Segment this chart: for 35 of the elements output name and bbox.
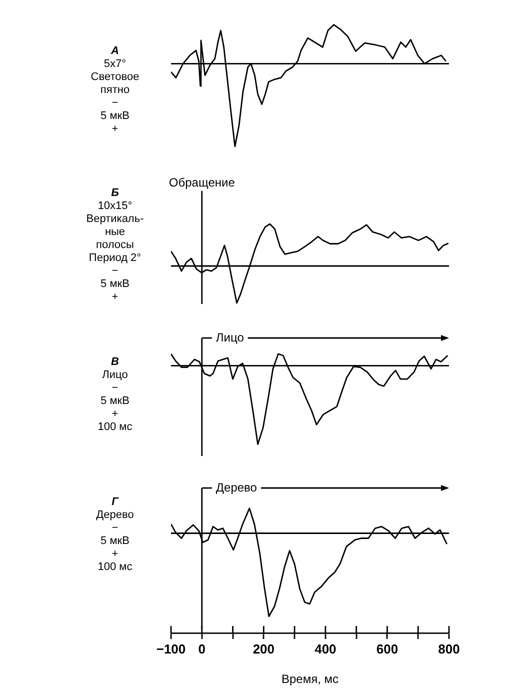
text: Б bbox=[111, 187, 119, 200]
text: 5 мкВ bbox=[100, 535, 130, 548]
ref-line-label: Обращение bbox=[168, 175, 236, 190]
text: Период 2° bbox=[88, 252, 142, 265]
text: 100 мс bbox=[98, 561, 132, 574]
text: 100 мс bbox=[98, 421, 132, 434]
x-tick-label: 0 bbox=[198, 641, 206, 656]
x-tick-label: −100 bbox=[156, 641, 186, 656]
text: − bbox=[112, 97, 118, 110]
text: Г bbox=[112, 496, 118, 509]
x-tick-label: 800 bbox=[438, 641, 460, 656]
text: 10x15° bbox=[98, 200, 132, 213]
text: − bbox=[112, 382, 118, 395]
text: Вертикаль- ные полосы bbox=[86, 213, 144, 252]
text: + bbox=[112, 123, 118, 136]
text: − bbox=[112, 265, 118, 278]
text: Дерево bbox=[96, 509, 134, 522]
ref-line-label: Лицо bbox=[216, 330, 244, 344]
x-tick-label: 400 bbox=[314, 641, 336, 656]
text: + bbox=[112, 548, 118, 561]
text: 5 мкВ bbox=[100, 395, 130, 408]
x-tick-label: 200 bbox=[252, 641, 275, 656]
text: В bbox=[111, 356, 119, 369]
text: Световое пятно bbox=[90, 71, 140, 97]
text: 5 мкВ bbox=[100, 110, 130, 123]
text: − bbox=[112, 522, 118, 535]
text: 5x7° bbox=[104, 58, 126, 71]
x-axis-title: Время, мс bbox=[281, 672, 339, 686]
text: 5 мкВ bbox=[100, 278, 130, 291]
text: Лицо bbox=[102, 369, 128, 382]
text: + bbox=[112, 408, 118, 421]
x-tick-label: 600 bbox=[376, 641, 398, 656]
ref-line-label: Дерево bbox=[216, 480, 258, 494]
text: + bbox=[112, 291, 118, 304]
text: А bbox=[111, 45, 119, 58]
